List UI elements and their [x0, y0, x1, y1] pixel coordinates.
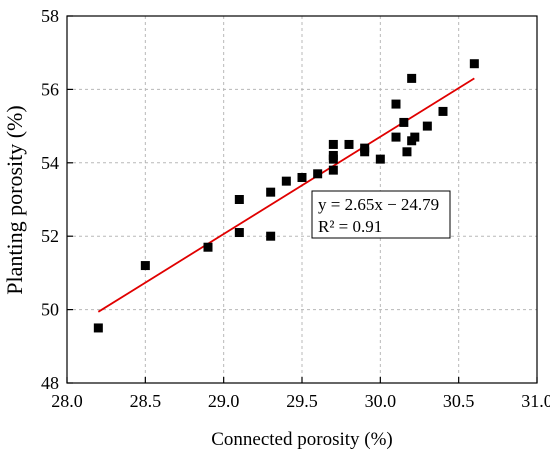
- data-point: [297, 172, 307, 182]
- x-tick-label: 29.0: [208, 391, 240, 411]
- annotation-box: [311, 190, 451, 239]
- regression-line: [97, 77, 475, 313]
- y-tick-label: 52: [41, 226, 59, 246]
- data-point: [328, 139, 338, 149]
- data-point: [328, 154, 338, 164]
- data-point: [234, 228, 244, 238]
- data-point: [328, 165, 338, 175]
- x-tick-label: 28.0: [51, 391, 83, 411]
- y-tick-label: 48: [41, 373, 59, 393]
- data-point: [391, 99, 401, 109]
- x-axis-title: Connected porosity (%): [211, 429, 393, 450]
- data-point: [93, 323, 103, 333]
- data-point: [281, 176, 291, 186]
- y-axis-title: Planting porosity (%): [2, 105, 27, 294]
- data-points: [93, 59, 479, 333]
- x-tick-label: 29.5: [286, 391, 318, 411]
- data-point: [407, 73, 417, 83]
- x-tick-label: 28.5: [130, 391, 162, 411]
- data-point: [422, 121, 432, 131]
- fit-line-layer: [97, 77, 475, 313]
- x-tick-label: 31.0: [521, 391, 550, 411]
- equation-text: y = 2.65x − 24.79: [318, 195, 439, 214]
- data-point: [399, 117, 409, 127]
- data-point: [402, 147, 412, 157]
- data-point: [313, 169, 323, 179]
- x-tick-label: 30.0: [365, 391, 397, 411]
- data-point: [438, 106, 448, 116]
- data-point: [410, 132, 420, 142]
- grid-lines: [67, 16, 537, 383]
- axis-ticks: 28.0 28.5 29.0 29.5 30.0 30.5 31.0 48 50 52 54 56 58: [41, 6, 550, 411]
- data-point: [234, 195, 244, 204]
- x-tick-label: 30.5: [443, 391, 475, 411]
- data-point: [266, 187, 276, 197]
- data-point: [391, 132, 401, 142]
- y-tick-label: 56: [41, 79, 59, 99]
- y-tick-label: 54: [41, 153, 59, 173]
- y-tick-label: 50: [41, 300, 59, 320]
- data-point: [360, 147, 370, 157]
- y-tick-label: 58: [41, 6, 59, 26]
- data-point: [469, 59, 479, 69]
- data-point: [375, 154, 385, 164]
- data-point: [140, 261, 150, 271]
- r-squared-text: R² = 0.91: [318, 217, 382, 236]
- data-point: [266, 231, 276, 241]
- equation-annotation: y = 2.65x − 24.79 R² = 0.91: [311, 190, 451, 239]
- data-point: [203, 242, 213, 252]
- data-point: [344, 139, 354, 149]
